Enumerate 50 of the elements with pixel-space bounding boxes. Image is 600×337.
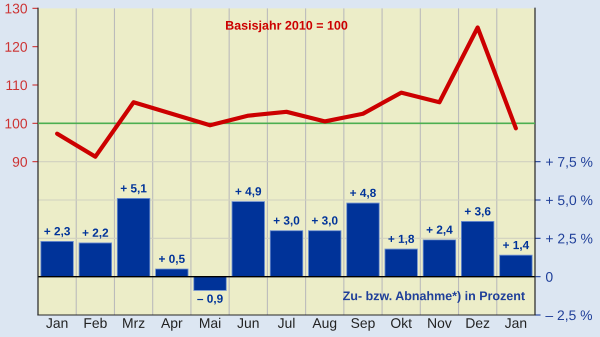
x-tick-label: Jun — [237, 318, 259, 328]
x-tick-label: Nov — [428, 318, 452, 328]
bar — [270, 230, 304, 278]
x-tick-label: Apr — [161, 318, 182, 331]
data-label: + 2,3 — [44, 227, 70, 238]
y-tick-label: 130 — [5, 4, 28, 14]
bar — [460, 221, 494, 278]
data-label: + 3,6 — [464, 207, 491, 218]
bar — [499, 254, 533, 278]
data-label: + 0,5 — [159, 254, 185, 265]
y2-tick-label: + 2,5 % — [546, 234, 592, 246]
y-tick-label: 120 — [5, 42, 28, 52]
bar — [78, 242, 112, 278]
y-tick-label: 100 — [5, 118, 28, 128]
data-label: + 3,0 — [274, 216, 300, 226]
y2-tick-label: + 5,0 % — [546, 195, 592, 207]
x-tick-label: Mai — [200, 318, 220, 328]
x-tick-label: Jan — [504, 318, 526, 328]
x-tick-label: Mrz — [123, 318, 144, 328]
y-tick-label: 90 — [12, 157, 28, 167]
y2-tick-label: – 2,5 % — [545, 310, 592, 322]
data-label: + 1,4 — [503, 240, 530, 251]
bar — [346, 202, 380, 278]
bar — [40, 240, 74, 278]
x-tick-label: Dez — [466, 318, 490, 328]
y2-tick-label: 0 — [546, 272, 553, 282]
y-tick-label: 110 — [6, 80, 28, 90]
data-label: + 5,1 — [120, 184, 147, 194]
annotation: Zu- bzw. Abnahme*) in Prozent — [343, 291, 525, 303]
bar — [308, 230, 342, 278]
data-label: + 3,0 — [312, 216, 338, 226]
data-label: + 2,2 — [82, 228, 108, 239]
annotation: Basisjahr 2010 = 100 — [226, 20, 348, 32]
bar — [422, 239, 456, 278]
x-tick-label: Jan — [46, 318, 68, 328]
data-label: + 4,8 — [350, 188, 376, 199]
x-tick-label: Okt — [391, 318, 412, 328]
bar — [116, 198, 150, 278]
bar — [384, 248, 418, 278]
y2-tick-label: + 7,5 % — [546, 157, 592, 168]
data-label: + 4,9 — [235, 187, 262, 198]
bar — [193, 276, 227, 291]
data-label: + 1,8 — [388, 234, 414, 245]
data-label: + 2,4 — [426, 225, 453, 236]
x-tick-label: Jul — [278, 318, 294, 328]
x-tick-label: Feb — [84, 318, 107, 328]
data-label: – 0,9 — [197, 294, 223, 305]
x-tick-label: Aug — [312, 318, 336, 331]
bar — [232, 201, 265, 278]
x-tick-label: Sep — [351, 318, 375, 331]
